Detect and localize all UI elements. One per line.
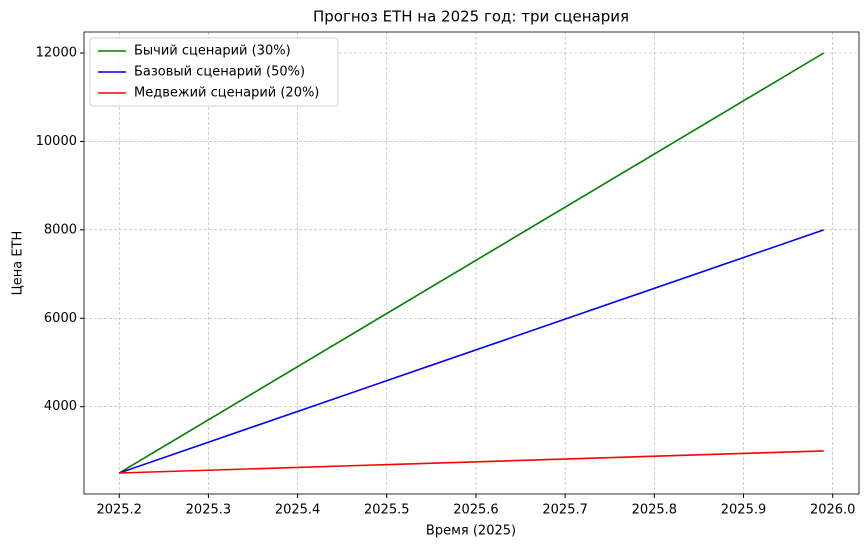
y-tick-label: 6000 (44, 311, 77, 326)
y-tick-label: 10000 (36, 134, 77, 149)
x-tick-label: 2025.2 (96, 503, 142, 518)
legend-label: Бычий сценарий (30%) (134, 44, 291, 59)
y-axis-label: Цена ETH (11, 231, 26, 296)
legend: Бычий сценарий (30%) Базовый сценарий (50… (89, 37, 339, 107)
x-tick-label: 2025.5 (364, 503, 410, 518)
x-tick-label: 2025.9 (721, 503, 767, 518)
y-tick-label: 4000 (44, 399, 77, 414)
x-tick-label: 2025.8 (632, 503, 678, 518)
plot-frame (83, 31, 860, 495)
x-tick-label: 2025.7 (542, 503, 588, 518)
chart-title: Прогноз ETH на 2025 год: три сценария (313, 8, 629, 26)
legend-box (89, 37, 339, 107)
series-line (119, 450, 824, 474)
x-tick-label: 2025.4 (275, 503, 321, 518)
x-tick-label: 2026.0 (810, 503, 856, 518)
legend-label: Медвежий сценарий (20%) (134, 86, 319, 101)
series-line (118, 229, 825, 474)
x-axis-label: Время (2025) (426, 524, 516, 539)
x-tick-label: 2025.6 (453, 503, 499, 518)
y-tick-label: 12000 (36, 46, 77, 61)
legend-label: Базовый сценарий (50%) (134, 65, 305, 80)
y-tick-label: 8000 (44, 222, 77, 237)
x-tick-label: 2025.3 (186, 503, 232, 518)
series-line (118, 52, 825, 474)
